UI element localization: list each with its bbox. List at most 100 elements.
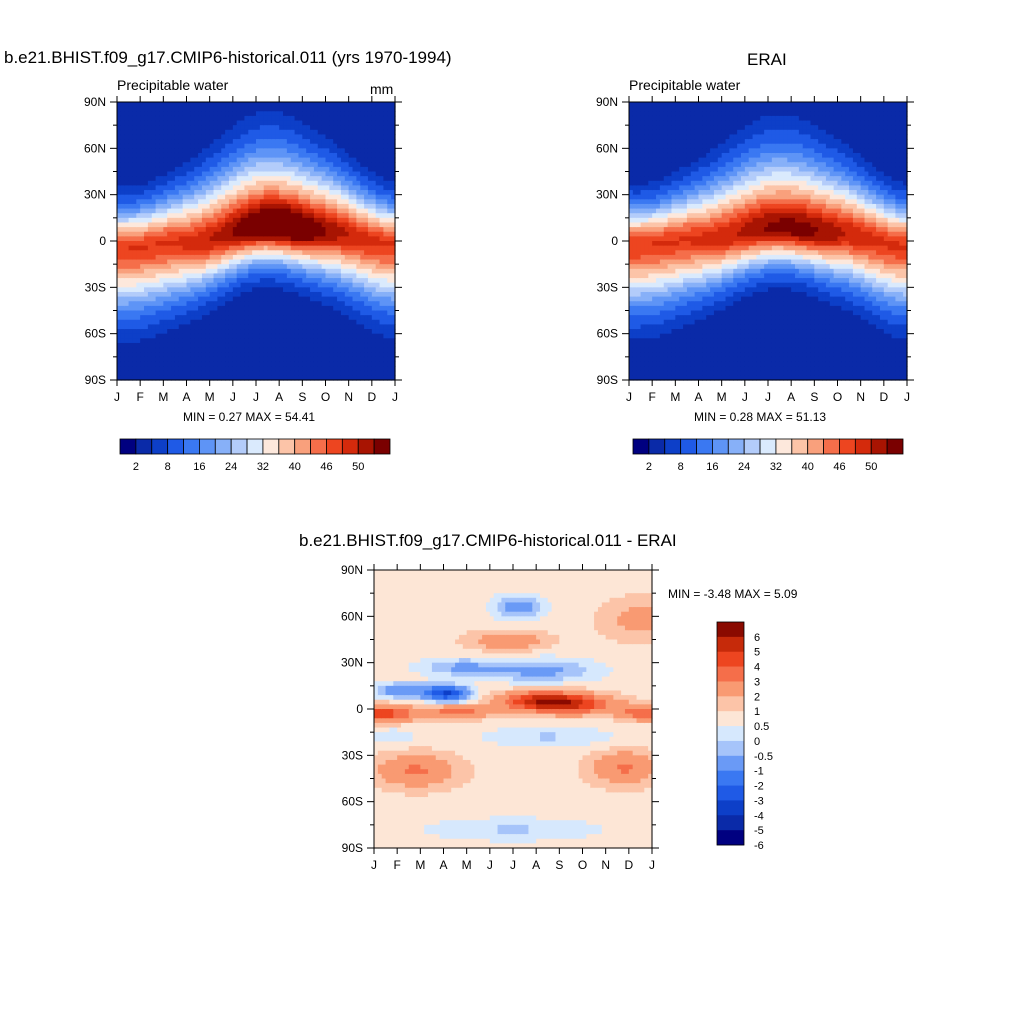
panel3-colorbar-label: 3 bbox=[754, 676, 760, 688]
panel3-colorbar-label: 1 bbox=[754, 706, 760, 718]
panel1-colorbar-box bbox=[294, 438, 311, 455]
panel1-colorbar-label: 2 bbox=[133, 461, 139, 473]
panel1-colorbar-label: 50 bbox=[352, 461, 364, 473]
panel2-contour-fill bbox=[629, 102, 908, 381]
panel2-x-tick-label: F bbox=[648, 390, 655, 404]
panel1-y-tick-label: 60S bbox=[85, 327, 106, 341]
panel2-colorbar-label: 32 bbox=[770, 461, 782, 473]
panel1-x-tick-label: M bbox=[158, 390, 168, 404]
panel3-y-tick-label: 60N bbox=[341, 609, 363, 623]
panel2-colorbar-box bbox=[696, 438, 713, 455]
panel3-colorbar-label: -6 bbox=[754, 840, 764, 852]
panel2-x-tick-label: N bbox=[856, 390, 865, 404]
panel2-colorbar-box bbox=[712, 438, 729, 455]
panel1-x-tick-label: M bbox=[205, 390, 215, 404]
panel1-colorbar-box bbox=[310, 438, 327, 455]
panel1-colorbar-box bbox=[183, 438, 200, 455]
panel3-x-tick-label: J bbox=[487, 858, 493, 872]
panel3-colorbar-box bbox=[717, 681, 744, 697]
panel1-x-tick-label: N bbox=[344, 390, 353, 404]
panel2-colorbar-box bbox=[775, 438, 793, 455]
panel3-colorbar-label: -3 bbox=[754, 795, 764, 807]
panel1-colorbar-box bbox=[199, 438, 216, 455]
panel1-x-tick-label: J bbox=[114, 390, 120, 404]
panel2-colorbar-box bbox=[759, 438, 777, 455]
panel3-colorbar-label: -5 bbox=[754, 825, 764, 837]
panel2-colorbar-box bbox=[727, 438, 745, 455]
panel3-min-max: MIN = -3.48 MAX = 5.09 bbox=[668, 587, 798, 601]
panel3-x-tick-label: M bbox=[462, 858, 472, 872]
panel1-contour-fill bbox=[117, 102, 396, 381]
panel2-x-tick-label: O bbox=[833, 390, 842, 404]
panel3-x-tick-label: J bbox=[371, 858, 377, 872]
panel2-colorbar-label: 24 bbox=[738, 461, 750, 473]
panel3-colorbar-label: 5 bbox=[754, 647, 760, 659]
panel2-colorbar-label: 8 bbox=[678, 461, 684, 473]
panel3-colorbar-label: 0 bbox=[754, 736, 760, 748]
panel1-min-max: MIN = 0.27 MAX = 54.41 bbox=[183, 410, 316, 424]
panel3-colorbar-box bbox=[717, 815, 744, 831]
panel1-colorbar-label: 46 bbox=[320, 461, 332, 473]
panel2-y-tick-label: 60S bbox=[597, 327, 618, 341]
panel1-colorbar-box bbox=[119, 438, 137, 455]
panel3-colorbar-label: 6 bbox=[754, 632, 760, 644]
panel3-colorbar-frame bbox=[716, 621, 745, 846]
panel1-variable-label: Precipitable water bbox=[117, 77, 229, 93]
panel3-x-tick-label: N bbox=[601, 858, 610, 872]
panel2-y-tick-label: 90N bbox=[596, 95, 618, 109]
panel3-colorbar-label: -2 bbox=[754, 781, 764, 793]
panel1-x-tick-label: F bbox=[136, 390, 143, 404]
panel2-x-tick-label: D bbox=[879, 390, 888, 404]
panel3-colorbar-box bbox=[717, 651, 744, 667]
panel3-colorbar-box bbox=[717, 636, 744, 653]
panel3-y-tick-label: 60S bbox=[342, 795, 363, 809]
panel2-y-tick-label: 30N bbox=[596, 188, 618, 202]
panel2-colorbar-box bbox=[664, 438, 682, 455]
panel3-contour-fill bbox=[374, 570, 653, 849]
panel1-colorbar-box bbox=[278, 438, 296, 455]
panel1-x-tick-label: A bbox=[275, 390, 283, 404]
panel3-colorbar-label: 2 bbox=[754, 691, 760, 703]
panel2-colorbar-box bbox=[743, 438, 761, 455]
panel1-colorbar-box bbox=[341, 438, 359, 455]
panel2-variable-label: Precipitable water bbox=[629, 77, 741, 93]
panel2-y-tick-label: 60N bbox=[596, 141, 618, 155]
panel1-colorbar-box bbox=[326, 438, 343, 455]
panel1-title: b.e21.BHIST.f09_g17.CMIP6-historical.011… bbox=[4, 48, 452, 67]
panel2-colorbar-box bbox=[807, 438, 824, 455]
panel1-y-tick-label: 30N bbox=[84, 188, 106, 202]
panel3-colorbar-box bbox=[717, 740, 744, 757]
panel3-colorbar-box bbox=[717, 726, 744, 742]
panel1-colorbar-label: 32 bbox=[257, 461, 269, 473]
panel3-colorbar-label: -0.5 bbox=[754, 751, 773, 763]
panel2-x-tick-label: A bbox=[694, 390, 702, 404]
panel1-colorbar-label: 16 bbox=[193, 461, 205, 473]
panel3-y-tick-label: 0 bbox=[356, 702, 363, 716]
panel1-colorbar-box bbox=[214, 438, 232, 455]
panel3-colorbar-box bbox=[717, 830, 744, 846]
panel2-colorbar-box bbox=[823, 438, 840, 455]
panel3-y-tick-label: 90N bbox=[341, 563, 363, 577]
panel1-colorbar-box bbox=[151, 438, 169, 455]
panel3-colorbar-label: 0.5 bbox=[754, 721, 769, 733]
panel1-units-label: mm bbox=[370, 81, 394, 97]
panel1-x-tick-label: J bbox=[253, 390, 259, 404]
panel3-colorbar-label: -1 bbox=[754, 766, 764, 778]
panel1-x-tick-label: S bbox=[298, 390, 306, 404]
panel3-x-tick-label: J bbox=[649, 858, 655, 872]
panel1-colorbar-box bbox=[373, 438, 391, 455]
panel3-x-tick-label: F bbox=[393, 858, 400, 872]
panel2-colorbar-label: 16 bbox=[706, 461, 718, 473]
panel3-x-tick-label: S bbox=[555, 858, 563, 872]
panel3-x-tick-label: M bbox=[415, 858, 425, 872]
panel3-colorbar-box bbox=[717, 800, 744, 816]
panel1-y-tick-label: 90S bbox=[85, 373, 106, 387]
panel3-colorbar-label: 4 bbox=[754, 662, 760, 674]
panel2-colorbar-label: 2 bbox=[646, 461, 652, 473]
panel3-x-tick-label: D bbox=[624, 858, 633, 872]
panel3-y-tick-label: 30S bbox=[342, 748, 363, 762]
panel1-colorbar-label: 8 bbox=[165, 461, 171, 473]
panel2-colorbar-box bbox=[854, 438, 872, 455]
